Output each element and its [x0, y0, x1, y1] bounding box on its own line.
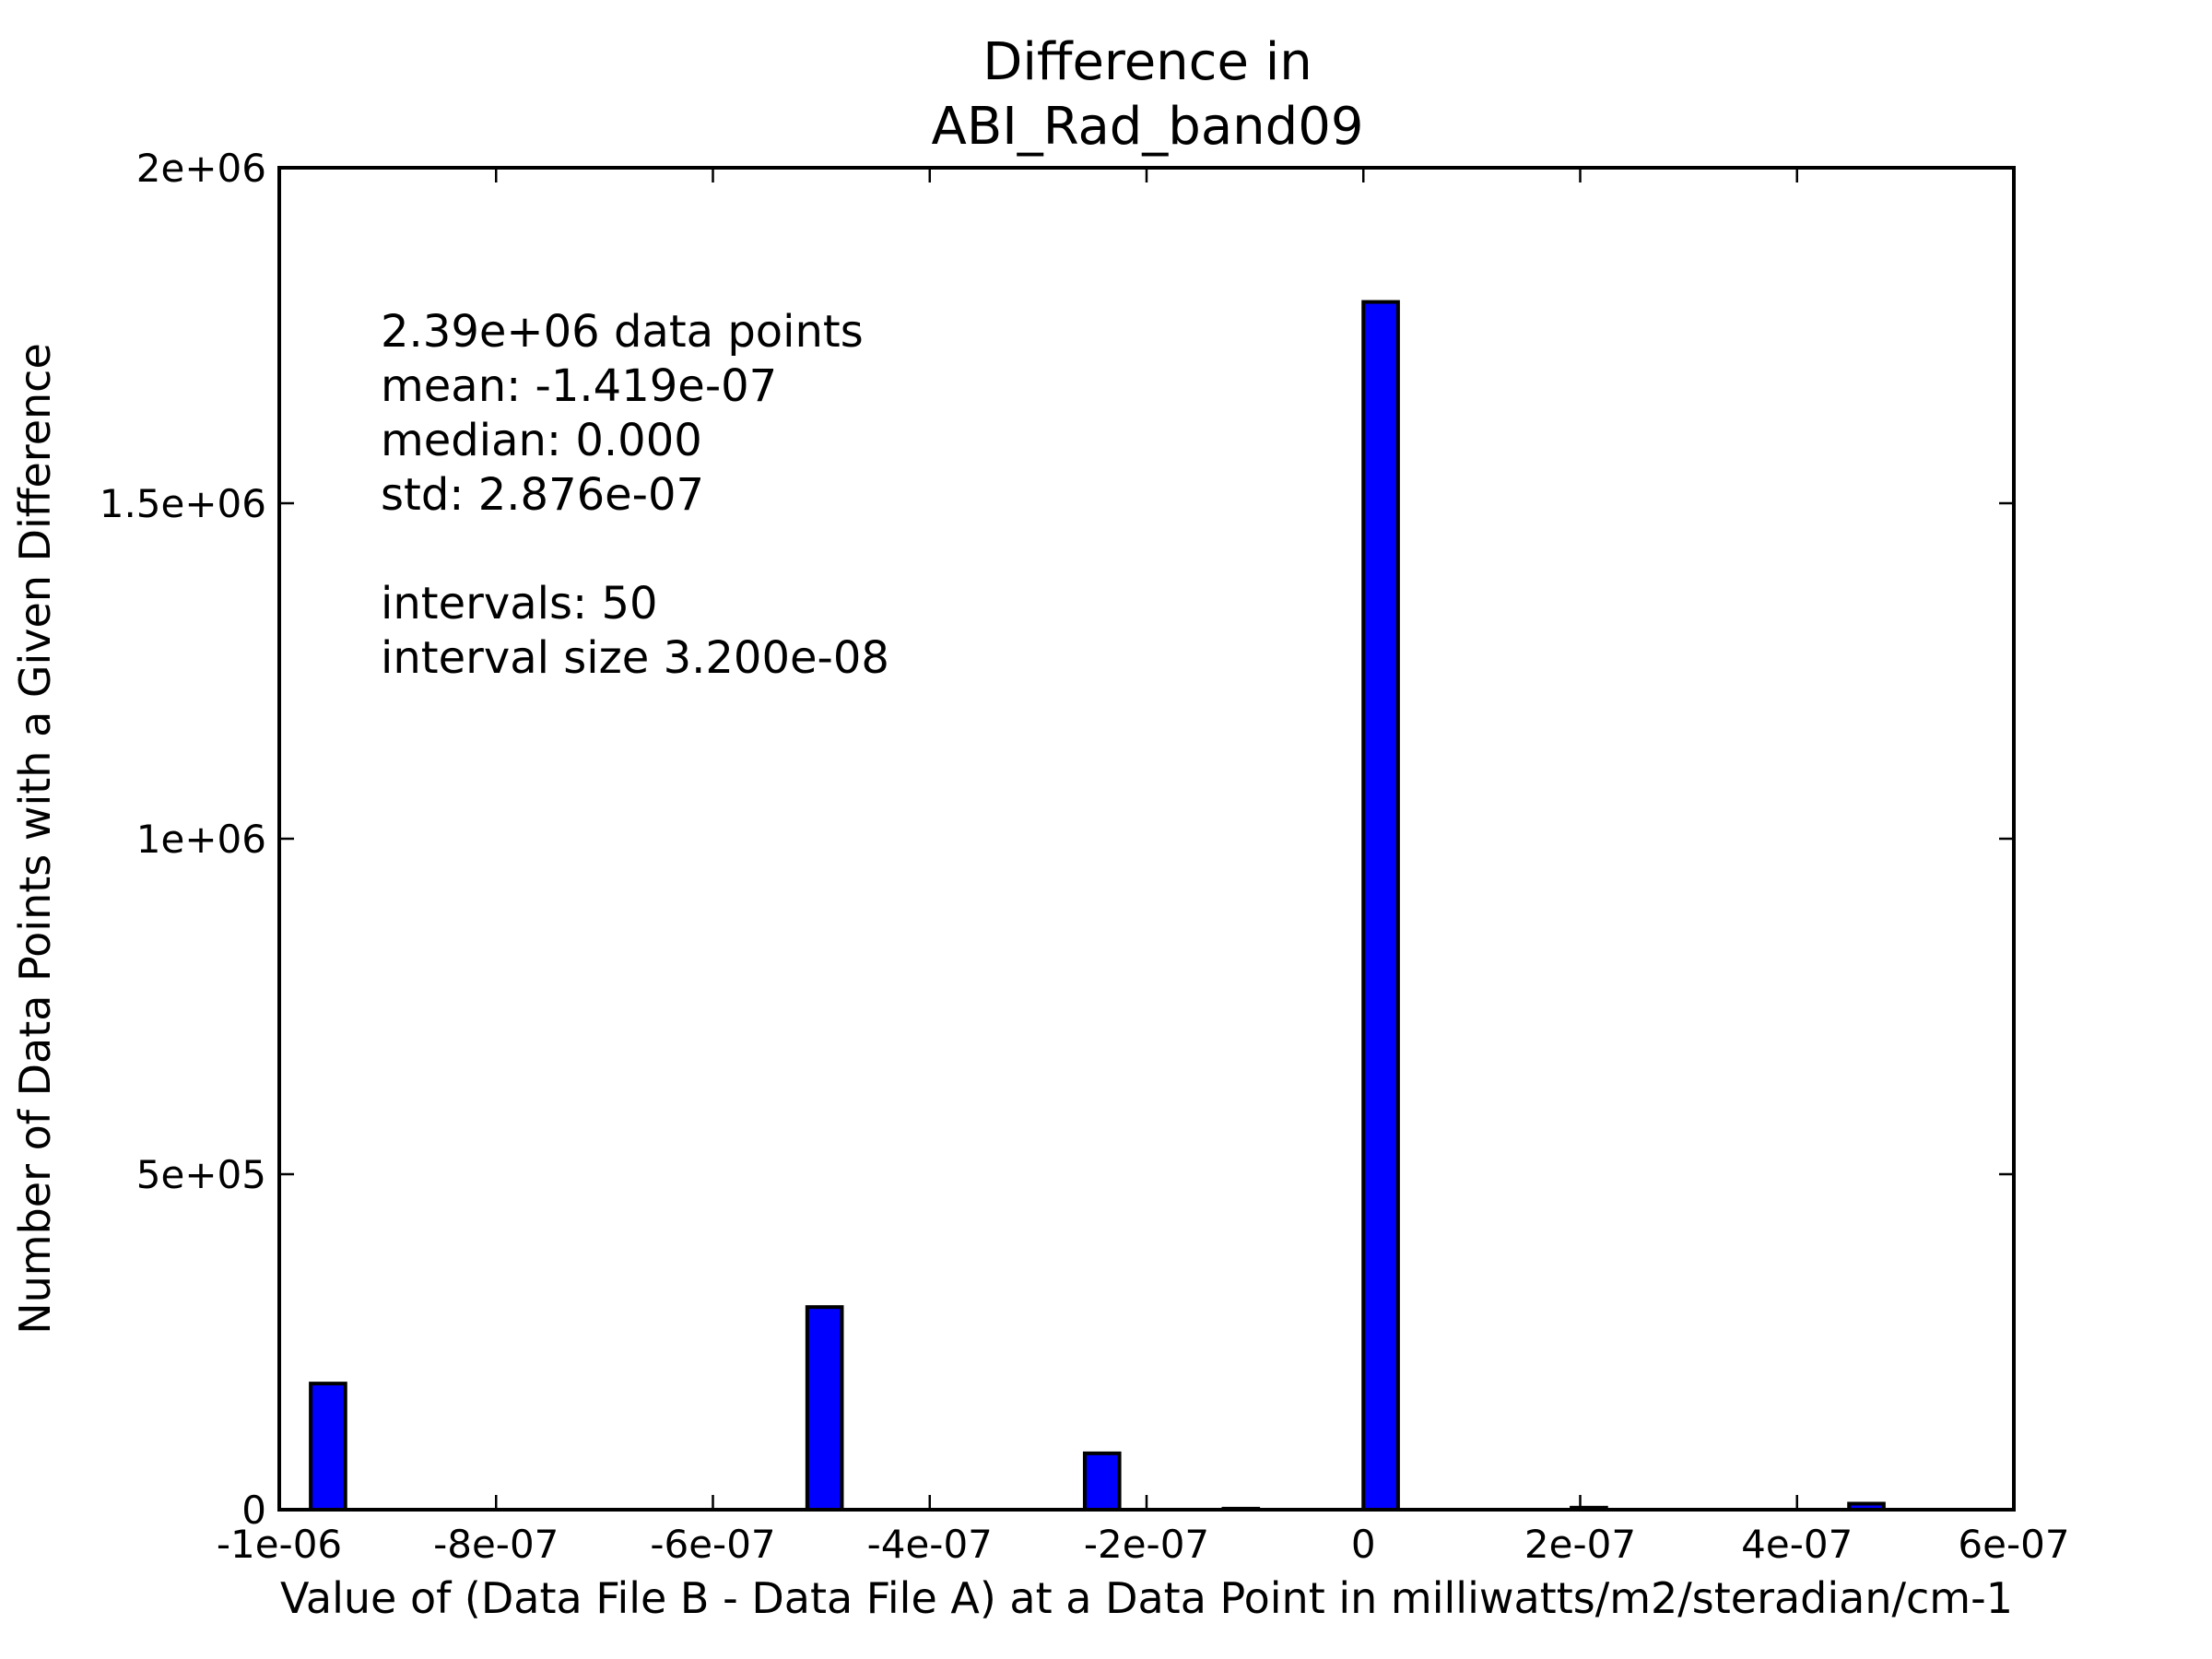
y-tick-label: 1e+06 [136, 817, 266, 862]
x-tick-label: -4e-07 [867, 1522, 993, 1567]
stats-line: 2.39e+06 data points [381, 306, 864, 358]
histogram-bar [1082, 1451, 1122, 1512]
x-tick-label: -6e-07 [650, 1522, 775, 1567]
bars-group [309, 300, 1886, 1512]
x-tick-label: -2e-07 [1084, 1522, 1209, 1567]
stats-line: interval size 3.200e-08 [381, 632, 889, 684]
stats-line: mean: -1.419e-07 [381, 360, 777, 412]
x-tick-label: 4e-07 [1741, 1522, 1853, 1567]
histogram-bar [1361, 300, 1400, 1512]
histogram-bar [805, 1305, 844, 1512]
x-tick-label: -1e-06 [217, 1522, 342, 1567]
histogram-bar [309, 1382, 347, 1512]
x-tick-label: 2e-07 [1524, 1522, 1636, 1567]
chart-title-line: ABI_Rad_band09 [932, 97, 1364, 157]
y-axis-label: Number of Data Points with a Given Diffe… [10, 343, 60, 1335]
x-axis-label: Value of (Data File B - Data File A) at … [280, 1573, 2013, 1623]
stats-line: intervals: 50 [381, 578, 658, 629]
y-tick-label: 2e+06 [136, 146, 266, 191]
x-tick-label: 0 [1351, 1522, 1376, 1567]
y-tick-label: 1.5e+06 [100, 481, 266, 526]
x-tick-label: -8e-07 [433, 1522, 559, 1567]
stats-line: std: 2.876e-07 [381, 469, 704, 521]
chart-title-line: Difference in [982, 32, 1312, 92]
ticks-group: -1e-06 -8e-07 -6e-07 -4e-07 -2e-07 0 2e-07 4e-0… [100, 146, 2070, 1567]
y-tick-label: 5e+05 [136, 1152, 266, 1197]
stats-line: median: 0.000 [381, 415, 702, 466]
y-tick-label: 0 [241, 1488, 266, 1533]
x-tick-label: 6e-07 [1958, 1522, 2069, 1567]
